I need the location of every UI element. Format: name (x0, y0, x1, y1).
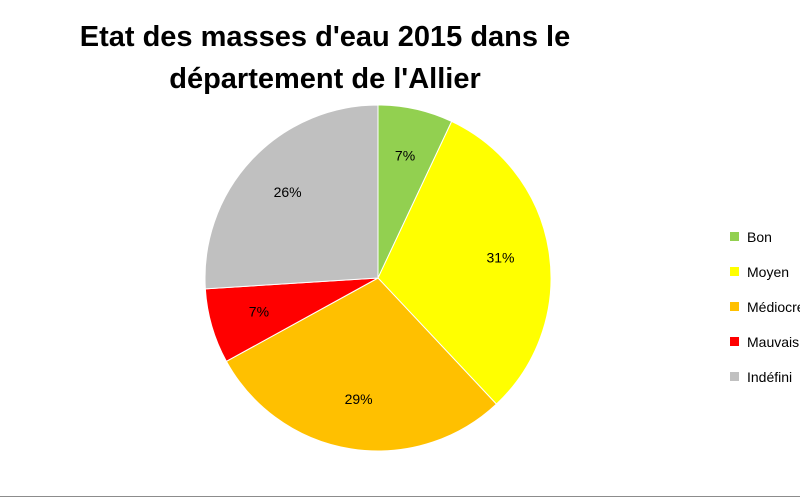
data-label-moyen: 31% (486, 249, 514, 265)
data-label-mediocre: 29% (345, 391, 373, 407)
pie-slice-indefini (204, 104, 379, 290)
legend-swatch-indefini (730, 372, 739, 381)
chart-title: Etat des masses d'eau 2015 dans le dépar… (0, 16, 800, 100)
legend-label-indefini: Indéfini (747, 368, 793, 385)
pie-slice-mediocre (225, 277, 498, 452)
legend-item-mediocre: Médiocre (730, 289, 800, 324)
legend-swatch-moyen (730, 267, 739, 276)
bottom-border (0, 496, 800, 497)
legend-swatch-mediocre (730, 302, 739, 311)
legend-label-moyen: Moyen (747, 263, 790, 280)
legend-item-mauvais: Mauvais (730, 324, 800, 359)
legend-swatch-mauvais (730, 337, 739, 346)
legend-label-mediocre: Médiocre (747, 298, 800, 315)
data-label-mauvais: 7% (249, 303, 269, 319)
legend: Bon Moyen Médiocre Mauvais Indéfini (730, 219, 800, 394)
pie-slice-moyen (377, 120, 552, 405)
legend-item-bon: Bon (730, 219, 800, 254)
legend-label-mauvais: Mauvais (747, 333, 800, 350)
data-label-indefini: 26% (274, 184, 302, 200)
legend-swatch-bon (730, 232, 739, 241)
data-label-bon: 7% (395, 148, 415, 164)
legend-item-moyen: Moyen (730, 254, 800, 289)
chart-title-line-2: département de l'Allier (169, 63, 481, 95)
legend-item-indefini: Indéfini (730, 359, 800, 394)
chart-title-line-1: Etat des masses d'eau 2015 dans le (79, 21, 571, 53)
legend-label-bon: Bon (747, 228, 772, 245)
